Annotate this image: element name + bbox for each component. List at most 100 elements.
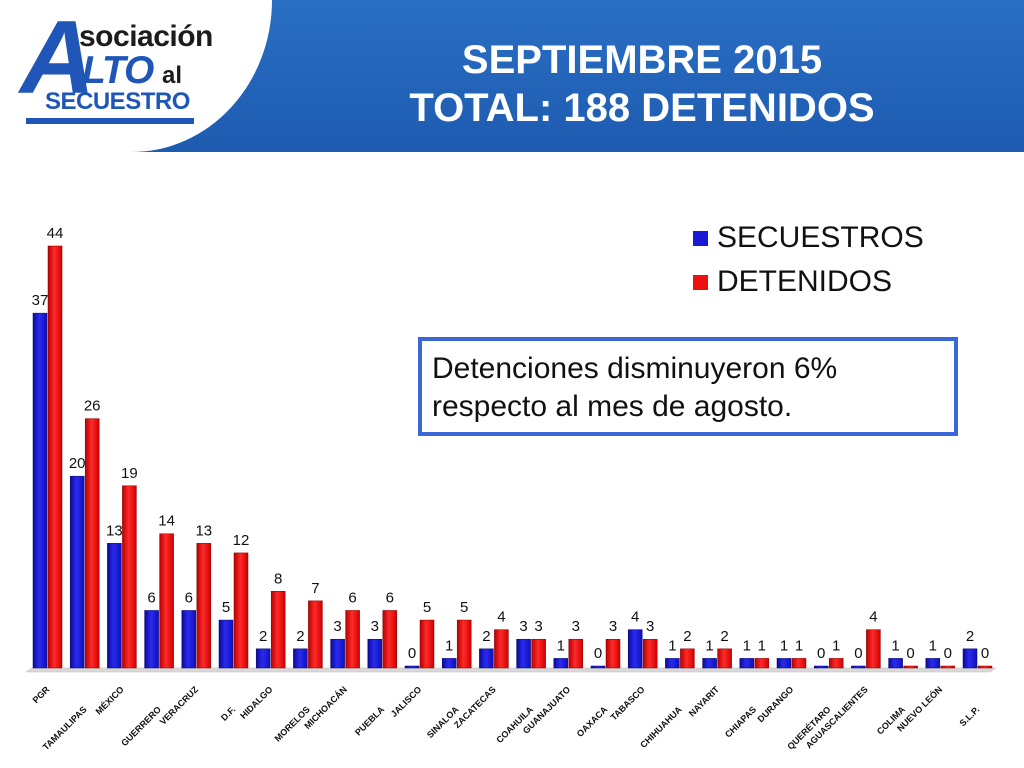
data-label-secuestros-guerrero: 6 xyxy=(147,589,155,606)
data-label-secuestros-zacatecas: 2 xyxy=(482,628,490,645)
bar-secuestros-tabasco xyxy=(627,629,643,669)
data-label-secuestros-michoacan: 3 xyxy=(333,618,341,635)
x-tick-label-chiapas: CHIAPAS xyxy=(723,704,758,739)
data-label-secuestros-jalisco: 0 xyxy=(408,645,416,662)
logo-asociacion-text: sociación xyxy=(79,20,213,53)
data-label-secuestros-guanajuato: 1 xyxy=(557,637,565,654)
bar-detenidos-jalisco xyxy=(419,619,435,669)
data-label-detenidos-colima: 0 xyxy=(906,645,914,662)
bar-secuestros-aguascalientes xyxy=(851,665,866,669)
bar-chart: 3744PGR2026TAMAULIPAS1319MÉXICO614GUERRE… xyxy=(25,225,997,752)
data-label-secuestros-veracruz: 6 xyxy=(185,589,193,606)
x-tick-label-jalisco: JALISCO xyxy=(389,684,424,719)
x-tick-label-tamaulipas: TAMAULIPAS xyxy=(41,704,89,752)
bar-detenidos-veracruz xyxy=(196,543,212,669)
bar-secuestros-s-l-p xyxy=(962,648,978,669)
data-label-secuestros-colima: 1 xyxy=(891,637,899,654)
legend-label-secuestros: SECUESTROS xyxy=(717,221,924,254)
bar-secuestros-tamaulipas xyxy=(69,475,85,669)
data-label-detenidos-aguascalientes: 4 xyxy=(869,609,877,626)
data-label-detenidos-zacatecas: 4 xyxy=(497,609,505,626)
bar-detenidos-pgr xyxy=(47,245,63,669)
x-tick-label-tabasco: TABASCO xyxy=(609,684,647,722)
bar-detenidos-guanajuato xyxy=(568,638,584,669)
bar-secuestros-guerrero xyxy=(144,610,159,669)
data-label-secuestros-chiapas: 1 xyxy=(743,637,751,654)
logo-secuestro-text: SECUESTRO xyxy=(45,88,190,115)
bar-detenidos-chihuahua xyxy=(680,648,695,669)
bar-secuestros-queretaro xyxy=(813,665,829,669)
x-tick-label-mexico: MÉXICO xyxy=(94,684,126,716)
x-tick-label-chihuahua: CHIHUAHUA xyxy=(638,704,684,750)
bar-detenidos-oaxaca xyxy=(605,638,621,669)
data-label-detenidos-pgr: 44 xyxy=(47,225,64,242)
bar-detenidos-s-l-p xyxy=(977,665,993,669)
bar-detenidos-sinaloa xyxy=(456,619,472,669)
page-title-month: SEPTIEMBRE 2015 xyxy=(461,38,823,82)
bar-detenidos-morelos xyxy=(308,600,323,669)
data-label-detenidos-d-f: 12 xyxy=(233,532,250,549)
bar-secuestros-morelos xyxy=(293,648,308,669)
bar-secuestros-nuevo-leon xyxy=(925,658,941,669)
bar-detenidos-coahuila xyxy=(531,638,546,669)
legend-item-detenidos: DETENIDOS xyxy=(693,260,924,304)
bar-detenidos-mexico xyxy=(122,485,137,669)
data-label-detenidos-hidalgo: 8 xyxy=(274,570,282,587)
bar-detenidos-chiapas xyxy=(754,658,770,669)
data-label-detenidos-chiapas: 1 xyxy=(758,637,766,654)
callout-box: Detenciones disminuyeron 6% respecto al … xyxy=(418,337,958,436)
x-tick-label-s-l-p: S.L.P. xyxy=(957,704,981,728)
bar-secuestros-chiapas xyxy=(739,658,755,669)
page-title-total: TOTAL: 188 DETENIDOS xyxy=(409,86,875,130)
bar-detenidos-d-f xyxy=(233,552,249,669)
callout-line-1: Detenciones disminuyeron 6% xyxy=(432,352,838,385)
x-tick-label-hidalgo: HIDALGO xyxy=(238,684,274,720)
bar-secuestros-durango xyxy=(776,658,792,669)
data-label-detenidos-sinaloa: 5 xyxy=(460,599,468,616)
x-tick-label-pgr: PGR xyxy=(31,684,52,705)
bar-secuestros-puebla xyxy=(367,638,383,669)
logo-letter-a: A xyxy=(20,0,96,116)
data-label-detenidos-s-l-p: 0 xyxy=(981,645,989,662)
bar-detenidos-durango xyxy=(791,658,807,669)
data-label-detenidos-nayarit: 2 xyxy=(720,628,728,645)
data-label-secuestros-nuevo-leon: 1 xyxy=(929,637,937,654)
chart-legend: SECUESTROS DETENIDOS xyxy=(693,216,924,304)
chart-floor xyxy=(25,667,997,673)
data-label-secuestros-tabasco: 4 xyxy=(631,609,639,626)
data-label-detenidos-mexico: 19 xyxy=(121,465,138,482)
legend-item-secuestros: SECUESTROS xyxy=(693,216,924,260)
bar-secuestros-nayarit xyxy=(702,658,717,669)
x-tick-label-guerrero: GUERRERO xyxy=(119,704,163,748)
data-label-secuestros-aguascalientes: 0 xyxy=(854,645,862,662)
bar-detenidos-tamaulipas xyxy=(84,418,100,669)
data-label-secuestros-puebla: 3 xyxy=(371,618,379,635)
data-label-detenidos-chihuahua: 2 xyxy=(683,628,691,645)
bar-secuestros-guanajuato xyxy=(553,658,569,669)
bar-secuestros-chihuahua xyxy=(665,658,680,669)
bar-secuestros-coahuila xyxy=(516,638,531,669)
bar-detenidos-tabasco xyxy=(642,638,658,669)
data-label-detenidos-queretaro: 1 xyxy=(832,637,840,654)
data-label-detenidos-tamaulipas: 26 xyxy=(84,398,101,415)
bar-detenidos-nuevo-leon xyxy=(940,665,956,669)
x-tick-label-durango: DURANGO xyxy=(755,684,795,724)
data-label-secuestros-d-f: 5 xyxy=(222,599,230,616)
bar-secuestros-colima xyxy=(888,658,903,669)
x-tick-label-veracruz: VERACRUZ xyxy=(158,684,201,727)
bar-secuestros-pgr xyxy=(32,312,48,669)
legend-label-detenidos: DETENIDOS xyxy=(717,265,893,298)
data-label-detenidos-guerrero: 14 xyxy=(158,513,175,530)
logo: A sociación LTO al SECUESTRO xyxy=(0,0,272,152)
data-label-secuestros-morelos: 2 xyxy=(296,628,304,645)
bar-secuestros-michoacan xyxy=(330,638,345,669)
data-label-secuestros-tamaulipas: 20 xyxy=(69,455,86,472)
data-label-detenidos-oaxaca: 3 xyxy=(609,618,617,635)
bar-secuestros-d-f xyxy=(218,619,234,669)
legend-swatch-detenidos xyxy=(693,274,708,290)
data-label-secuestros-pgr: 37 xyxy=(32,292,49,309)
data-label-secuestros-chihuahua: 1 xyxy=(668,637,676,654)
logo-alto-text: LTO xyxy=(82,49,154,92)
bar-detenidos-nayarit xyxy=(717,648,732,669)
data-label-detenidos-tabasco: 3 xyxy=(646,618,654,635)
